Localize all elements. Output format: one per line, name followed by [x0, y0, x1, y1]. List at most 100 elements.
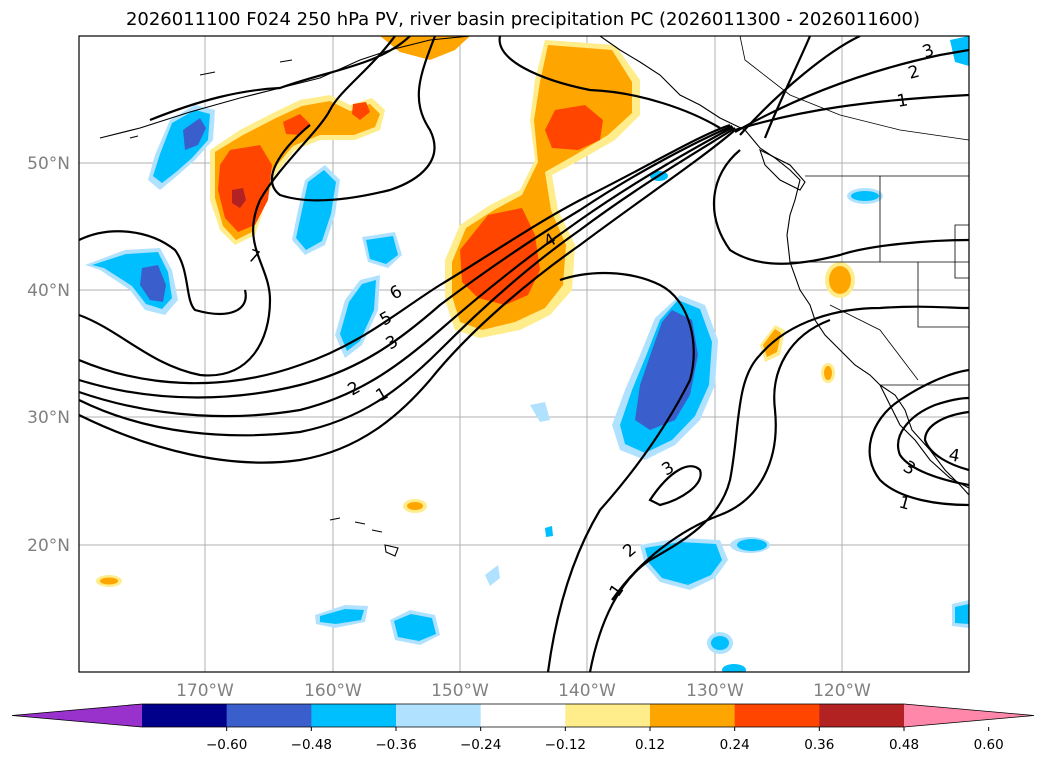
lat-label-40n: 40°N [27, 281, 70, 301]
pv-contour-5-main [79, 124, 733, 399]
precip-plume-north-red [545, 105, 603, 150]
border-us-states [790, 176, 969, 386]
colorbar-tick-label: −0.36 [375, 737, 416, 753]
colorbar-segment [565, 704, 651, 727]
precip-plume-central-red [460, 208, 540, 305]
coast-hawaii [329, 517, 399, 557]
colorbar-tick-label: 0.60 [974, 737, 1004, 753]
precip-far-west-orange [100, 577, 118, 585]
precip-west-darkred [232, 188, 246, 208]
colorbar-outline [11, 703, 1035, 728]
pv-contour-n-ridge-4 [763, 36, 812, 139]
colorbar-tick-label: 0.24 [720, 737, 750, 753]
lat-label-30n: 30°N [27, 408, 70, 428]
colorbar-tick-label: −0.24 [460, 737, 501, 753]
map-title: 2026011100 F024 250 hPa PV, river basin … [126, 9, 920, 30]
precip-neg-west5-cyan [340, 280, 376, 351]
contour-label-1-se: 1 [897, 493, 913, 515]
pv-contour-3-main [79, 126, 734, 418]
colorbar-segment [650, 704, 736, 727]
pv-contour-se-4 [923, 410, 969, 472]
colorbar-segment [734, 704, 820, 727]
coast-baja [879, 384, 969, 489]
coast-alaska [99, 36, 471, 139]
precip-oregon-orange [829, 266, 851, 294]
colorbar-segment [819, 704, 905, 727]
colorbar-segment [311, 704, 397, 727]
precip-neg-small1 [530, 402, 550, 422]
colorbar-tick-label: −0.60 [206, 737, 247, 753]
coast-vancouver [759, 148, 806, 191]
pv-contour-se-3 [897, 396, 969, 487]
colorbar [11, 703, 1035, 728]
colorbar-labels: −0.60 −0.48 −0.36 −0.24 −0.12 0.12 0.24 0.36 0.4… [206, 727, 1004, 753]
pv-contour-7-main [79, 36, 396, 377]
precip-neg-south3-cyan [394, 614, 436, 641]
precip-neg-west2-blue [140, 265, 166, 302]
colorbar-extend-max [904, 704, 1034, 727]
colorbar-segment [396, 704, 482, 727]
lat-label-20n: 20°N [27, 536, 70, 556]
precip-hawaii-orange [407, 502, 423, 510]
pv-contour-bc-loop [712, 149, 969, 265]
map-frame [78, 35, 970, 673]
pv-contour-1-main [79, 129, 736, 464]
precip-positive [96, 36, 855, 587]
colorbar-tick-label: 0.12 [635, 737, 665, 753]
pv-contour-n-ridge-3 [739, 36, 861, 136]
lon-label-130w: 130°W [686, 681, 744, 701]
lon-labels: 170°W 160°W 150°W 140°W 130°W 120°W [176, 681, 871, 701]
colorbar-tick-label: −0.48 [291, 737, 332, 753]
precip-baja-orange [824, 366, 832, 380]
precip-neg-vancouver-cyan [851, 191, 879, 201]
precip-neg-e-edge-cyan [955, 604, 969, 624]
precip-west-red3 [352, 102, 370, 120]
pv-contour-6-main [79, 123, 731, 385]
pv-contour-2-main [79, 127, 736, 437]
precip-neg-south4-cyan [320, 609, 364, 624]
lat-label-50n: 50°N [27, 154, 70, 174]
coast-aleutian-dots [129, 59, 293, 139]
pv-contours [79, 36, 969, 672]
pv-contour-trough-3 [611, 318, 831, 601]
precip-neg-small2 [485, 565, 500, 586]
pv-contour-west-loop [79, 230, 247, 315]
lon-label-150w: 150°W [431, 681, 489, 701]
precip-neg-south6-cyan [722, 664, 746, 672]
pv-contour-north-1 [270, 36, 437, 202]
pv-contour-se-1 [868, 368, 969, 507]
lon-label-170w: 170°W [176, 681, 234, 701]
precip-neg-west3-cyan [296, 170, 336, 250]
precip-neg-central-blue [635, 310, 698, 430]
precip-neg-west4-cyan [366, 236, 398, 264]
lat-labels: 50°N 40°N 30°N 20°N [27, 154, 70, 556]
precip-neg-south2-cyan [737, 539, 767, 551]
precip-west-red [218, 145, 272, 232]
map-area: 1 2 3 5 6 4 7 1 2 3 1 2 3 1 3 4 [79, 36, 969, 672]
precip-neg-west1-blue [183, 118, 206, 150]
colorbar-tick-label: 0.36 [804, 737, 834, 753]
contour-label-1-north: 1 [895, 90, 909, 112]
lon-label-140w: 140°W [558, 681, 616, 701]
precip-negative [85, 36, 969, 672]
pv-contour-trough-inner [648, 465, 702, 507]
colorbar-tick-label: 0.48 [889, 737, 919, 753]
contour-label-2-north: 2 [906, 62, 922, 84]
pv-contour-north-2 [498, 36, 721, 129]
colorbar-tick-label: −0.12 [545, 737, 586, 753]
border-alaska-canada [739, 36, 969, 141]
political-borders [739, 36, 969, 386]
pv-contour-west-loop2 [149, 36, 411, 122]
contour-label-4-se: 4 [947, 445, 961, 467]
pv-contour-trough-1 [546, 271, 695, 672]
colorbar-segment [226, 704, 312, 727]
pv-contour-n-ridge-1 [734, 93, 969, 132]
colorbar-segment [142, 704, 228, 727]
colorbar-extend-min [12, 704, 142, 727]
lon-label-120w: 120°W [813, 681, 871, 701]
precip-neg-small3 [545, 526, 553, 537]
lon-label-160w: 160°W [304, 681, 362, 701]
pv-contour-n-ridge-2 [734, 48, 969, 133]
precip-neg-south5-cyan [711, 636, 729, 650]
